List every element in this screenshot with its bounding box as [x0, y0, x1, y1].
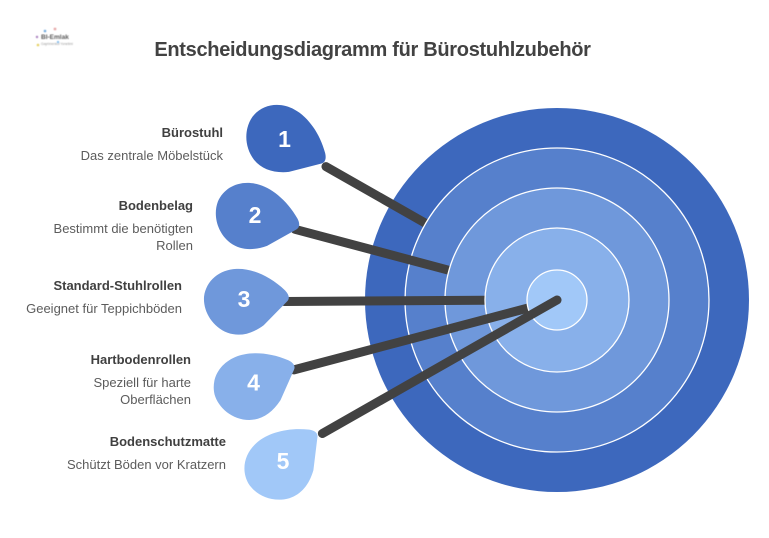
svg-text:5: 5: [277, 448, 290, 474]
svg-text:3: 3: [238, 286, 251, 312]
svg-text:1: 1: [278, 126, 291, 152]
svg-text:2: 2: [249, 202, 262, 228]
svg-text:4: 4: [247, 370, 260, 396]
